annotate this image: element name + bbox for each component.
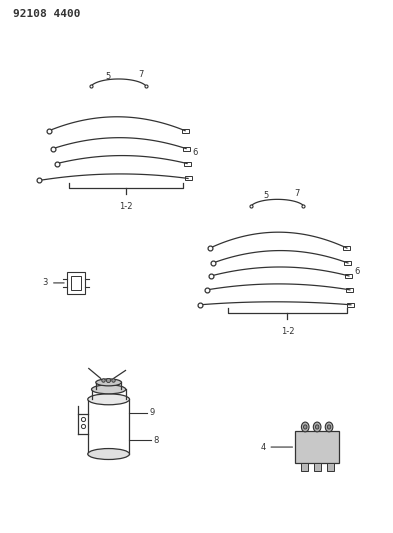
Bar (327, 463, 334, 471)
Text: 8: 8 (153, 436, 159, 445)
Ellipse shape (303, 425, 307, 429)
Text: 7: 7 (294, 189, 300, 198)
Bar (295, 431, 339, 463)
Ellipse shape (327, 425, 331, 429)
Text: 3: 3 (43, 278, 64, 287)
Text: 5: 5 (263, 191, 268, 200)
Text: 5: 5 (105, 72, 110, 81)
Text: 9: 9 (149, 408, 154, 417)
Text: 6: 6 (354, 268, 359, 277)
Bar (343, 246, 351, 250)
Text: 1-2: 1-2 (281, 327, 294, 336)
Ellipse shape (88, 449, 129, 459)
Ellipse shape (301, 422, 309, 432)
Bar (184, 161, 191, 166)
Bar (347, 303, 354, 307)
Ellipse shape (92, 385, 126, 394)
Ellipse shape (325, 422, 333, 432)
Text: 4: 4 (260, 442, 292, 451)
Bar (185, 176, 191, 181)
Text: 92108 4400: 92108 4400 (13, 10, 81, 19)
Ellipse shape (316, 425, 319, 429)
Ellipse shape (313, 422, 321, 432)
Bar (67, 272, 85, 294)
Bar (314, 463, 321, 471)
Bar (301, 463, 308, 471)
Bar (347, 288, 353, 292)
Ellipse shape (88, 394, 129, 405)
Bar (71, 276, 81, 290)
Text: 6: 6 (192, 148, 197, 157)
Ellipse shape (96, 379, 121, 386)
Bar (183, 147, 189, 151)
Text: 1-2: 1-2 (119, 203, 132, 212)
Bar (344, 261, 351, 265)
Bar (345, 274, 353, 278)
Bar (182, 129, 189, 133)
Text: 7: 7 (138, 70, 144, 79)
